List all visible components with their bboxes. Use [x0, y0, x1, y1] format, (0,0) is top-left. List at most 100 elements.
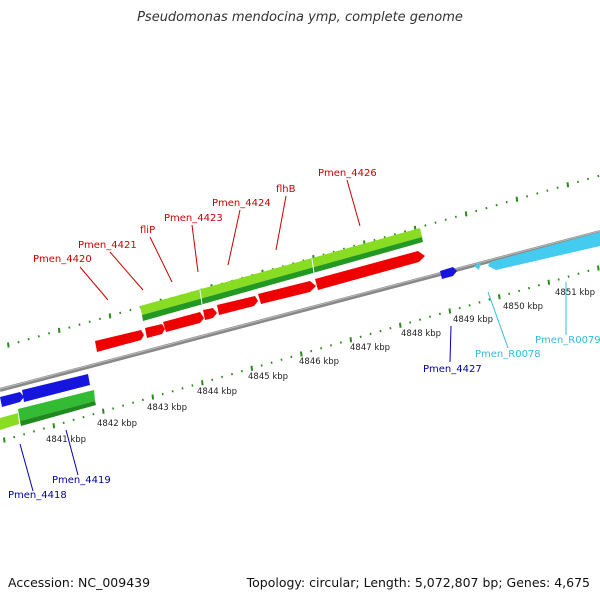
major-tick	[597, 265, 600, 271]
minor-tick	[389, 326, 392, 330]
gene-arrow-flip	[163, 312, 204, 332]
cds-dark-segment	[142, 237, 423, 321]
minor-tick	[141, 398, 144, 402]
major-tick	[498, 294, 501, 300]
major-tick	[57, 327, 61, 334]
minor-tick	[597, 174, 600, 178]
major-tick	[7, 342, 10, 348]
minor-tick	[576, 180, 580, 184]
minor-tick	[122, 404, 125, 407]
gene-arrow-pmen-4426	[315, 251, 425, 290]
minor-tick	[17, 340, 20, 344]
minor-tick	[329, 344, 333, 347]
gene-arrow-pmen-r0079	[488, 232, 600, 270]
minor-tick	[359, 335, 362, 339]
gene-label-pmen-4421: Pmen_4421	[78, 240, 137, 251]
minor-tick	[468, 304, 471, 307]
major-tick	[349, 337, 353, 343]
minor-tick	[270, 361, 273, 364]
major-tick	[515, 196, 519, 202]
gene-arrow-pmen-4424	[217, 296, 258, 315]
minor-tick	[434, 221, 437, 224]
minor-tick	[280, 358, 283, 361]
minor-tick	[161, 392, 164, 396]
minor-tick	[68, 326, 71, 329]
minor-tick	[339, 341, 342, 344]
gene-arrow-blue-left	[0, 392, 24, 407]
minor-tick	[536, 192, 539, 195]
major-tick	[566, 182, 570, 188]
gene-arrow-pmen-r0078	[474, 262, 481, 270]
kbp-label: 4851 kbp	[555, 288, 595, 298]
minor-tick	[409, 321, 412, 324]
minor-tick	[419, 318, 422, 321]
cds-green-lower	[18, 390, 95, 421]
cds-green-lower-dark	[20, 401, 96, 426]
minor-tick	[181, 387, 184, 390]
kbp-label: 4847 kbp	[350, 343, 390, 353]
kbp-label: 4846 kbp	[299, 357, 339, 367]
minor-tick	[567, 275, 570, 278]
gene-leader-lines	[19, 179, 567, 492]
kbp-label: 4845 kbp	[248, 372, 288, 382]
major-tick	[464, 211, 468, 217]
kbp-scale: 4841 kbp 4842 kbp 4843 kbp 4844 kbp 4845 kbp…	[46, 288, 595, 445]
gene-label-pmen-4423: Pmen_4423	[164, 213, 223, 224]
genome-summary-text: Topology: circular; Length: 5,072,807 bp…	[246, 575, 590, 590]
minor-tick	[587, 177, 590, 181]
minor-tick	[485, 206, 488, 210]
minor-tick	[82, 415, 85, 419]
minor-tick	[438, 312, 441, 316]
minor-tick	[475, 209, 478, 213]
minor-tick	[171, 390, 174, 393]
minor-tick	[310, 349, 313, 353]
minor-tick	[518, 289, 521, 293]
minor-tick	[211, 378, 214, 382]
minor-tick	[495, 203, 498, 207]
kbp-label: 4850 kbp	[503, 302, 543, 312]
minor-tick	[478, 301, 481, 304]
minor-tick	[577, 272, 580, 275]
accession-text: Accession: NC_009439	[8, 575, 151, 590]
minor-tick	[112, 407, 115, 410]
major-tick	[250, 365, 254, 371]
minor-tick	[369, 332, 372, 336]
kbp-label: 4843 kbp	[147, 403, 187, 413]
inner-tick-track	[3, 265, 600, 443]
major-tick	[201, 380, 204, 386]
minor-tick	[92, 412, 95, 416]
minor-tick	[454, 215, 457, 219]
gene-label-pmen-4426: Pmen_4426	[318, 168, 377, 179]
minor-tick	[62, 421, 65, 425]
minor-tick	[119, 311, 122, 315]
gene-labels: Pmen_4420 Pmen_4421 fliP Pmen_4423 Pmen_…	[8, 168, 600, 501]
minor-tick	[587, 269, 590, 273]
minor-tick	[505, 200, 508, 204]
minor-tick	[527, 286, 531, 290]
minor-tick	[537, 283, 540, 287]
major-tick	[547, 279, 551, 285]
gene-label-pmen-r0078: Pmen_R0078	[475, 349, 541, 360]
minor-tick	[230, 372, 234, 376]
minor-tick	[424, 224, 427, 227]
gene-label-flhb: flhB	[276, 184, 296, 195]
major-tick	[3, 437, 6, 443]
major-tick	[448, 308, 452, 314]
kbp-label: 4841 kbp	[46, 435, 86, 445]
kbp-label: 4848 kbp	[401, 329, 441, 339]
minor-tick	[221, 375, 224, 379]
minor-tick	[379, 329, 382, 333]
minor-tick	[488, 298, 491, 301]
minor-tick	[403, 230, 407, 233]
minor-tick	[191, 384, 194, 387]
minor-tick	[27, 337, 30, 341]
gene-label-pmen-4418: Pmen_4418	[8, 490, 67, 501]
gene-arrow-blue-left-2	[22, 374, 90, 402]
minor-tick	[290, 355, 293, 359]
minor-tick	[320, 347, 323, 350]
gene-label-pmen-4420: Pmen_4420	[33, 254, 92, 265]
backbone-upper-highlight	[0, 230, 600, 390]
backbone-upper	[0, 230, 600, 392]
minor-tick	[428, 315, 432, 318]
major-tick	[300, 351, 303, 357]
